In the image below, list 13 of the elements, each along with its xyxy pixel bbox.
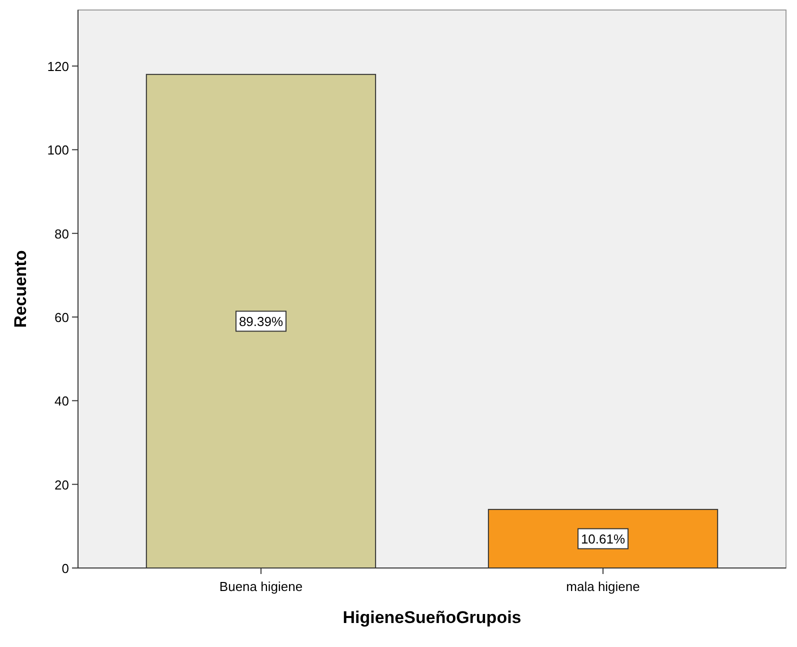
x-tick-label: mala higiene (566, 579, 640, 594)
annotation: 10.61% (580, 532, 626, 547)
x-axis-title: HigieneSueñoGrupois (342, 608, 522, 627)
y-tick-label: 80 (54, 226, 69, 242)
annotation: 89.39% (238, 314, 284, 330)
y-tick-label: 120 (47, 59, 69, 74)
y-axis-title: Recuento (11, 250, 30, 328)
y-tick-label: 40 (54, 394, 69, 409)
y-tick-label: 100 (47, 142, 69, 158)
y-tick-label: 20 (54, 477, 69, 492)
y-tick-label: 0 (62, 561, 69, 576)
y-tick-label: 60 (54, 310, 69, 326)
x-tick-label: Buena higiene (219, 579, 303, 594)
